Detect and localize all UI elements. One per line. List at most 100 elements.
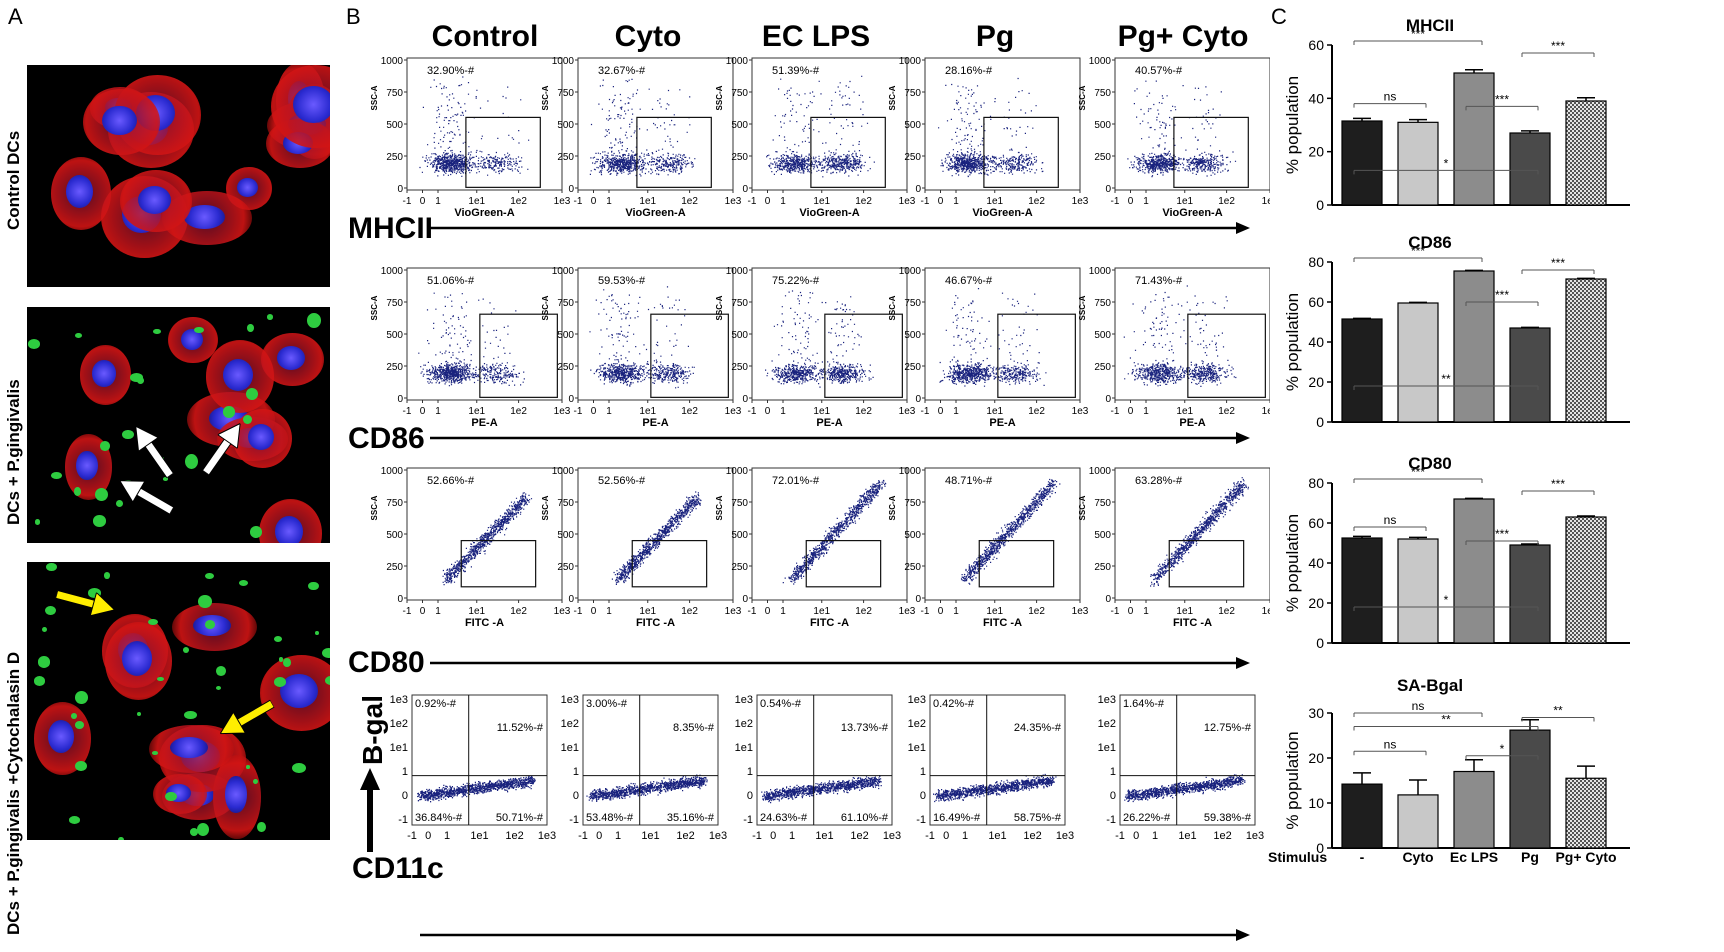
x-tick-label: 0 xyxy=(765,606,771,617)
bacteria-signal xyxy=(242,414,252,425)
plot-frame xyxy=(756,694,893,826)
bacteria-signal xyxy=(75,691,88,705)
cell-nucleus xyxy=(66,175,94,208)
x-tick-label: 1e1 xyxy=(813,406,830,417)
y-tick-label: 30 xyxy=(1308,705,1324,721)
x-tick-label: 1e3 xyxy=(1072,406,1089,417)
y-tick-label: 0 xyxy=(397,394,403,405)
bacteria-signal xyxy=(130,373,144,382)
x-tick-label: 1e3 xyxy=(883,830,901,842)
bar xyxy=(1509,327,1551,423)
gate-rectangle xyxy=(636,116,712,188)
x-tick-label: 1e3 xyxy=(538,830,556,842)
x-tick-label: 1e1 xyxy=(815,830,833,842)
micrograph-pg xyxy=(27,307,330,543)
y-tick-label: -1 xyxy=(569,814,579,826)
x-tick-label: 0 xyxy=(591,606,597,617)
y-tick-label: 500 xyxy=(557,120,574,131)
y-tick-label: 500 xyxy=(731,120,748,131)
y-tick-label: 500 xyxy=(557,330,574,341)
bacteria-signal xyxy=(274,636,283,642)
y-tick-label: 60 xyxy=(1308,294,1324,310)
cell-nucleus xyxy=(138,185,171,214)
y-tick-label: 20 xyxy=(1308,595,1324,611)
x-tick-label: 1e2 xyxy=(510,606,527,617)
cell-nucleus xyxy=(293,85,330,123)
bacteria-signal xyxy=(93,515,107,527)
y-tick-label: 750 xyxy=(1094,88,1111,99)
gate-rectangle xyxy=(810,116,886,188)
bacteria-signal xyxy=(314,630,320,636)
column-header: Control xyxy=(432,20,539,53)
y-axis-label: SSC-A xyxy=(370,85,379,110)
category-label: Pg xyxy=(1521,849,1539,865)
y-axis-label: % population xyxy=(1283,731,1302,829)
bacteria-signal xyxy=(193,326,204,334)
x-tick-label: 1e1 xyxy=(813,606,830,617)
y-tick-label: 750 xyxy=(1094,498,1111,509)
y-tick-label: 0 xyxy=(1105,394,1111,405)
y-tick-label: 250 xyxy=(557,152,574,163)
bacteria-signal xyxy=(95,487,109,501)
x-tick-label: 1e2 xyxy=(681,196,698,207)
x-tick-label: 0 xyxy=(420,606,426,617)
category-label: - xyxy=(1360,849,1365,865)
row-marker-label: CD11c xyxy=(352,852,444,885)
y-tick-label: 1000 xyxy=(726,266,749,277)
bacteria-signal xyxy=(118,836,124,840)
significance-label: *** xyxy=(1495,92,1509,106)
y-tick-label: 40 xyxy=(1308,334,1324,350)
y-tick-label: 1000 xyxy=(552,266,575,277)
plot-frame xyxy=(1119,694,1256,826)
x-tick-label: 1 xyxy=(1143,196,1149,207)
bacteria-signal xyxy=(198,595,212,608)
x-tick-label: 1e1 xyxy=(470,830,488,842)
x-tick-label: -1 xyxy=(1111,406,1120,417)
y-tick-label: 1 xyxy=(573,766,579,778)
x-tick-label: 1 xyxy=(953,196,959,207)
x-axis-label: VioGreen-A xyxy=(799,207,859,219)
x-tick-label: -1 xyxy=(574,196,583,207)
column-header: EC LPS xyxy=(762,20,870,53)
y-axis-label: SSC-A xyxy=(1078,495,1087,520)
x-tick-label: 1e3 xyxy=(725,196,742,207)
y-tick-label: 250 xyxy=(904,362,921,373)
x-tick-label: -1 xyxy=(574,406,583,417)
bar xyxy=(1397,302,1439,423)
x-tick-label: 1 xyxy=(435,406,441,417)
y-tick-label: 20 xyxy=(1308,144,1324,160)
event-dots xyxy=(589,286,695,389)
significance-label: * xyxy=(1444,593,1449,607)
x-tick-label: 1e1 xyxy=(1176,406,1193,417)
x-tick-label: -1 xyxy=(921,406,930,417)
gate-percentage: 48.71%-# xyxy=(945,475,993,487)
panel-letter-a: A xyxy=(8,4,23,29)
x-tick-label: 1 xyxy=(789,830,795,842)
bar xyxy=(1565,777,1607,849)
x-tick-label: 1e2 xyxy=(855,196,872,207)
significance-label: *** xyxy=(1495,527,1509,541)
bacteria-signal xyxy=(189,828,198,836)
y-tick-label: 1000 xyxy=(552,56,575,67)
x-tick-label: 1e3 xyxy=(1246,830,1264,842)
y-tick-label: 0 xyxy=(1316,840,1324,856)
significance-label: ** xyxy=(1441,372,1451,386)
gate-percentage: 52.56%-# xyxy=(598,475,646,487)
x-tick-label: -1 xyxy=(921,196,930,207)
gate-percentage: 75.22%-# xyxy=(772,275,820,287)
x-tick-label: 1 xyxy=(615,830,621,842)
x-axis-label: FITC -A xyxy=(465,617,504,629)
y-tick-label: 500 xyxy=(557,530,574,541)
cell-nucleus xyxy=(280,673,319,708)
quadrant-ur-pct: 13.73%-# xyxy=(841,722,889,734)
gate-rectangle xyxy=(983,116,1059,188)
bacteria-signal xyxy=(307,313,322,328)
y-tick-label: 0 xyxy=(915,394,921,405)
flow-plot: 10007505002500-1011e11e21e3SSC-APE-A71.4… xyxy=(1078,266,1270,429)
y-tick-label: 0 xyxy=(397,184,403,195)
bacteria-signal xyxy=(75,333,83,339)
